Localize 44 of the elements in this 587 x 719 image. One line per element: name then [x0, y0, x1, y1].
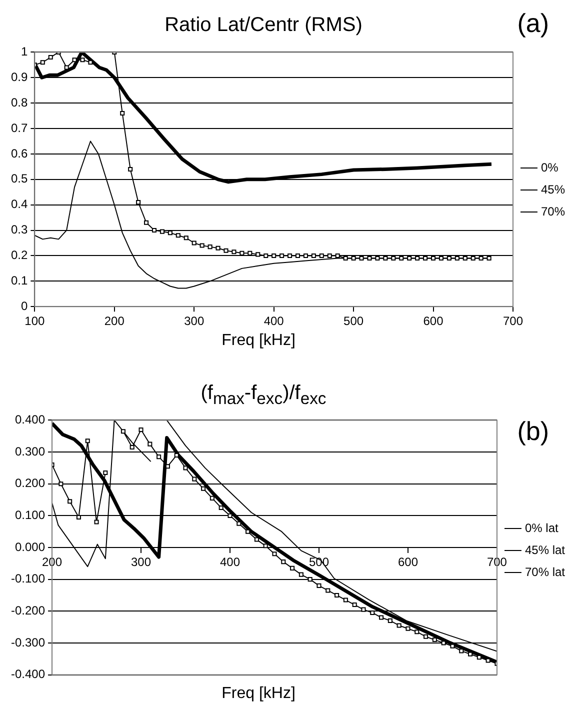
text: (a) [517, 8, 549, 39]
y-tick-label: 0.5 [10, 172, 28, 186]
y-tick-label: 0.000 [14, 540, 46, 554]
x-tick-label: 700 [486, 555, 508, 570]
y-tick-label: -0.100 [10, 572, 46, 586]
legend-label: 70% [540, 204, 566, 218]
y-tick-label: 0.300 [14, 444, 46, 458]
y-tick-label: 0.6 [10, 146, 28, 160]
x-tick-label: 700 [502, 314, 524, 328]
text: (b) [517, 416, 549, 447]
legend-label: 70% lat [524, 564, 566, 579]
x-tick-label: 600 [423, 314, 444, 328]
y-tick-label: -0.400 [10, 667, 46, 682]
y-tick-label: 1 [20, 44, 28, 59]
legend-label: 0% [540, 160, 559, 174]
y-tick-label: 0.400 [14, 412, 46, 427]
y-tick-label: 0.4 [10, 197, 28, 212]
chart-title: (f$_{max}$-f$_{exc}$)/f$_{exc}$ [200, 381, 328, 410]
x-axis-title: Freq [kHz] [220, 685, 296, 703]
legend-label: 45% lat [524, 542, 566, 557]
x-tick-label: 400 [264, 314, 284, 328]
x-tick-label: 300 [131, 555, 152, 570]
legend-label: 45% [540, 182, 566, 196]
y-tick-label: 0.7 [10, 120, 28, 135]
y-tick-label: 0.9 [10, 70, 28, 84]
y-tick-label: 0.1 [10, 273, 28, 288]
y-tick-label: 0.200 [14, 476, 46, 490]
x-tick-label: 200 [104, 314, 125, 328]
x-tick-label: 500 [344, 314, 364, 328]
y-tick-label: 0.2 [10, 248, 28, 262]
legend-label: 0% lat [524, 520, 559, 535]
x-tick-label: 400 [220, 555, 240, 570]
y-tick-label: 0 [20, 298, 28, 313]
x-axis-title: Freq [kHz] [220, 332, 296, 350]
x-tick-label: 200 [42, 555, 62, 570]
x-tick-label: 100 [24, 314, 46, 328]
y-tick-label: -0.300 [10, 635, 46, 650]
x-tick-label: 300 [184, 314, 204, 328]
y-tick-label: 0.100 [14, 508, 46, 522]
y-tick-label: 0.8 [10, 95, 28, 110]
chart-title: Ratio Lat/Centr (RMS) [164, 14, 362, 36]
y-tick-label: 0.3 [10, 222, 28, 237]
x-tick-label: 600 [398, 555, 418, 570]
y-tick-label: -0.200 [10, 603, 46, 618]
